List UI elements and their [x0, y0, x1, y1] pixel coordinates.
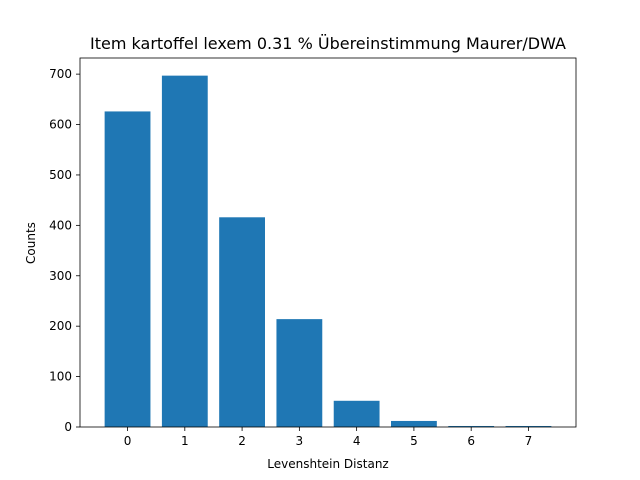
x-tick-label-2: 2	[238, 434, 246, 448]
axes-frame	[79, 57, 577, 428]
y-tick-label-400: 400	[49, 218, 72, 232]
x-tick-label-3: 3	[296, 434, 304, 448]
y-tick-label-600: 600	[49, 118, 72, 132]
bar-2	[219, 217, 265, 427]
bar-0	[104, 111, 151, 428]
y-tick-label-0: 0	[64, 420, 72, 434]
axes-group: 0 1 2 3 4 5 6 7 0 100 200 300 400 500 600 700	[49, 57, 577, 448]
x-tick-label-0: 0	[124, 434, 132, 448]
bar-5	[391, 420, 437, 427]
y-tick-label-700: 700	[49, 67, 72, 81]
x-tick-label-6: 6	[467, 434, 475, 448]
x-axis-label: Levenshtein Distanz	[267, 457, 388, 471]
bar-4	[333, 400, 380, 427]
bars-group	[104, 75, 552, 428]
bar-7	[505, 425, 552, 427]
y-tick-label-100: 100	[49, 370, 72, 384]
x-tick-label-1: 1	[181, 434, 189, 448]
y-tick-label-300: 300	[49, 269, 72, 283]
y-tick-label-200: 200	[49, 319, 72, 333]
x-tick-label-5: 5	[410, 434, 418, 448]
bar-3	[276, 319, 323, 427]
y-axis-label: Counts	[24, 222, 38, 264]
bar-1	[161, 75, 208, 428]
x-tick-label-4: 4	[353, 434, 361, 448]
x-tick-label-7: 7	[525, 434, 533, 448]
chart-title: Item kartoffel lexem 0.31 % Übereinstimm…	[90, 34, 566, 53]
y-tick-label-500: 500	[49, 168, 72, 182]
bar-6	[448, 425, 495, 427]
